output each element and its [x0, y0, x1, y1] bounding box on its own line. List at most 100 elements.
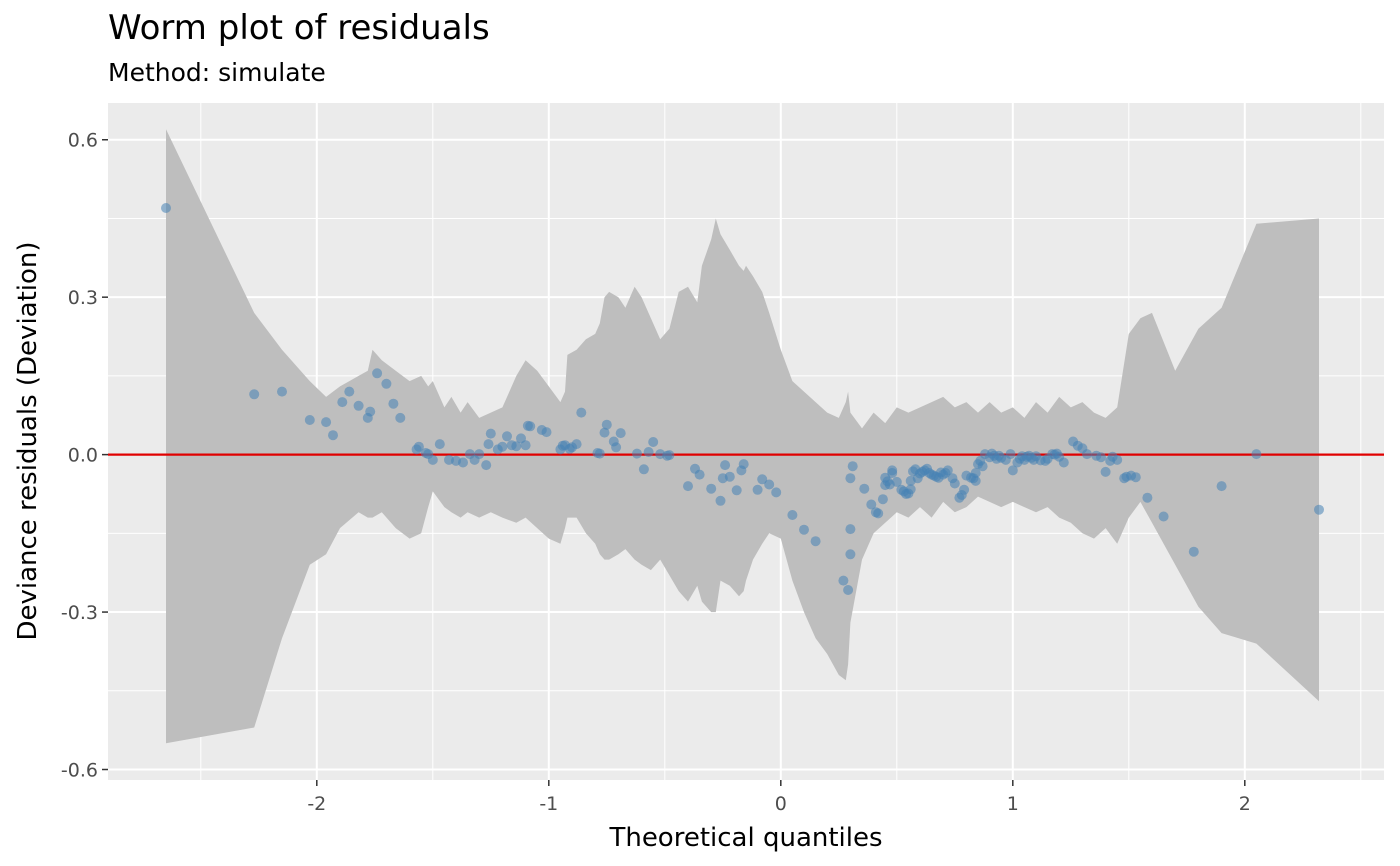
residual-point [1188, 546, 1199, 557]
residual-point [632, 448, 642, 459]
residual-point [541, 427, 552, 438]
residual-point [458, 457, 468, 468]
residual-point [873, 508, 884, 519]
residual-point [1082, 449, 1092, 460]
residual-point [720, 460, 731, 471]
residual-point [787, 510, 798, 520]
residual-point [304, 415, 315, 425]
residual-point [249, 389, 260, 400]
residual-point [277, 386, 287, 397]
residual-point [161, 203, 171, 213]
x-tick-label: 0 [775, 793, 787, 815]
residual-point [615, 428, 626, 439]
chart-title: Worm plot of residuals [108, 8, 490, 48]
y-tick-label: -0.6 [61, 760, 98, 782]
residual-point [891, 476, 902, 487]
residual-point [905, 484, 916, 495]
y-axis: -0.6 -0.3 0.0 0.3 0.6 [61, 130, 108, 782]
residual-point [502, 431, 512, 442]
x-axis-title: Theoretical quantiles [608, 823, 882, 853]
y-axis-title: Deviance residuals (Deviation) [13, 241, 43, 640]
residual-point [887, 465, 898, 476]
residual-point [611, 442, 622, 453]
x-axis: -2 -1 0 1 2 [307, 780, 1251, 815]
residual-point [664, 450, 675, 461]
residual-point [321, 417, 332, 428]
y-tick-label: 0.3 [68, 287, 98, 309]
x-tick-label: -1 [539, 793, 558, 815]
residual-point [372, 368, 383, 379]
residual-point [977, 461, 988, 472]
residual-point [959, 484, 970, 495]
residual-point [949, 478, 960, 489]
residual-point [381, 378, 392, 389]
residual-point [1130, 472, 1141, 483]
residual-point [483, 439, 494, 450]
residual-point [1142, 492, 1153, 503]
chart-subtitle: Method: simulate [108, 58, 326, 87]
residual-point [970, 468, 981, 478]
residual-point [1251, 449, 1262, 460]
residual-point [724, 471, 735, 482]
residual-point [481, 460, 492, 471]
residual-point [843, 585, 854, 595]
residual-point [395, 412, 406, 423]
residual-point [648, 437, 659, 447]
residual-point [434, 439, 445, 450]
residual-point [1007, 465, 1018, 476]
residual-point [643, 447, 654, 457]
residual-point [866, 499, 877, 510]
residual-point [1058, 457, 1069, 468]
residual-point [474, 449, 485, 460]
residual-point [511, 441, 522, 452]
confidence-band [166, 129, 1319, 744]
residual-point [599, 427, 610, 438]
residual-point [845, 549, 856, 560]
residual-point [847, 461, 858, 472]
residual-point [877, 494, 888, 505]
residual-point [757, 474, 768, 485]
residual-point [764, 479, 775, 490]
residual-point [328, 430, 338, 441]
residual-points [161, 203, 1324, 595]
x-tick-label: 1 [1007, 793, 1019, 815]
residual-point [715, 495, 726, 506]
residual-point [365, 406, 376, 417]
residual-point [731, 485, 742, 496]
residual-point [427, 454, 438, 465]
residual-point [859, 483, 870, 494]
residual-point [601, 419, 612, 430]
residual-point [1158, 511, 1169, 522]
residual-point [337, 397, 348, 408]
residual-point [413, 441, 424, 452]
residual-point [942, 465, 953, 476]
residual-point [738, 459, 749, 470]
residual-point [520, 440, 531, 451]
residual-point [485, 428, 496, 439]
y-tick-label: 0.6 [68, 130, 98, 152]
residual-point [683, 481, 693, 492]
residual-point [845, 473, 856, 484]
residual-point [353, 400, 364, 411]
residual-point [706, 483, 717, 494]
residual-point [388, 398, 399, 409]
y-tick-label: -0.3 [61, 602, 98, 624]
residual-point [810, 536, 821, 547]
residual-point [344, 386, 355, 397]
residual-point [571, 439, 582, 450]
residual-point [771, 487, 782, 498]
residual-point [1100, 466, 1111, 477]
residual-point [1314, 504, 1324, 515]
residual-point [694, 469, 705, 480]
residual-point [752, 484, 763, 495]
residual-point [525, 421, 536, 432]
residual-point [838, 575, 849, 586]
residual-point [594, 448, 605, 459]
residual-point [1096, 452, 1106, 463]
x-tick-label: -2 [307, 793, 326, 815]
y-tick-label: 0.0 [68, 445, 98, 467]
residual-point [576, 407, 587, 418]
residual-point [1112, 454, 1123, 465]
x-tick-label: 2 [1239, 793, 1251, 815]
